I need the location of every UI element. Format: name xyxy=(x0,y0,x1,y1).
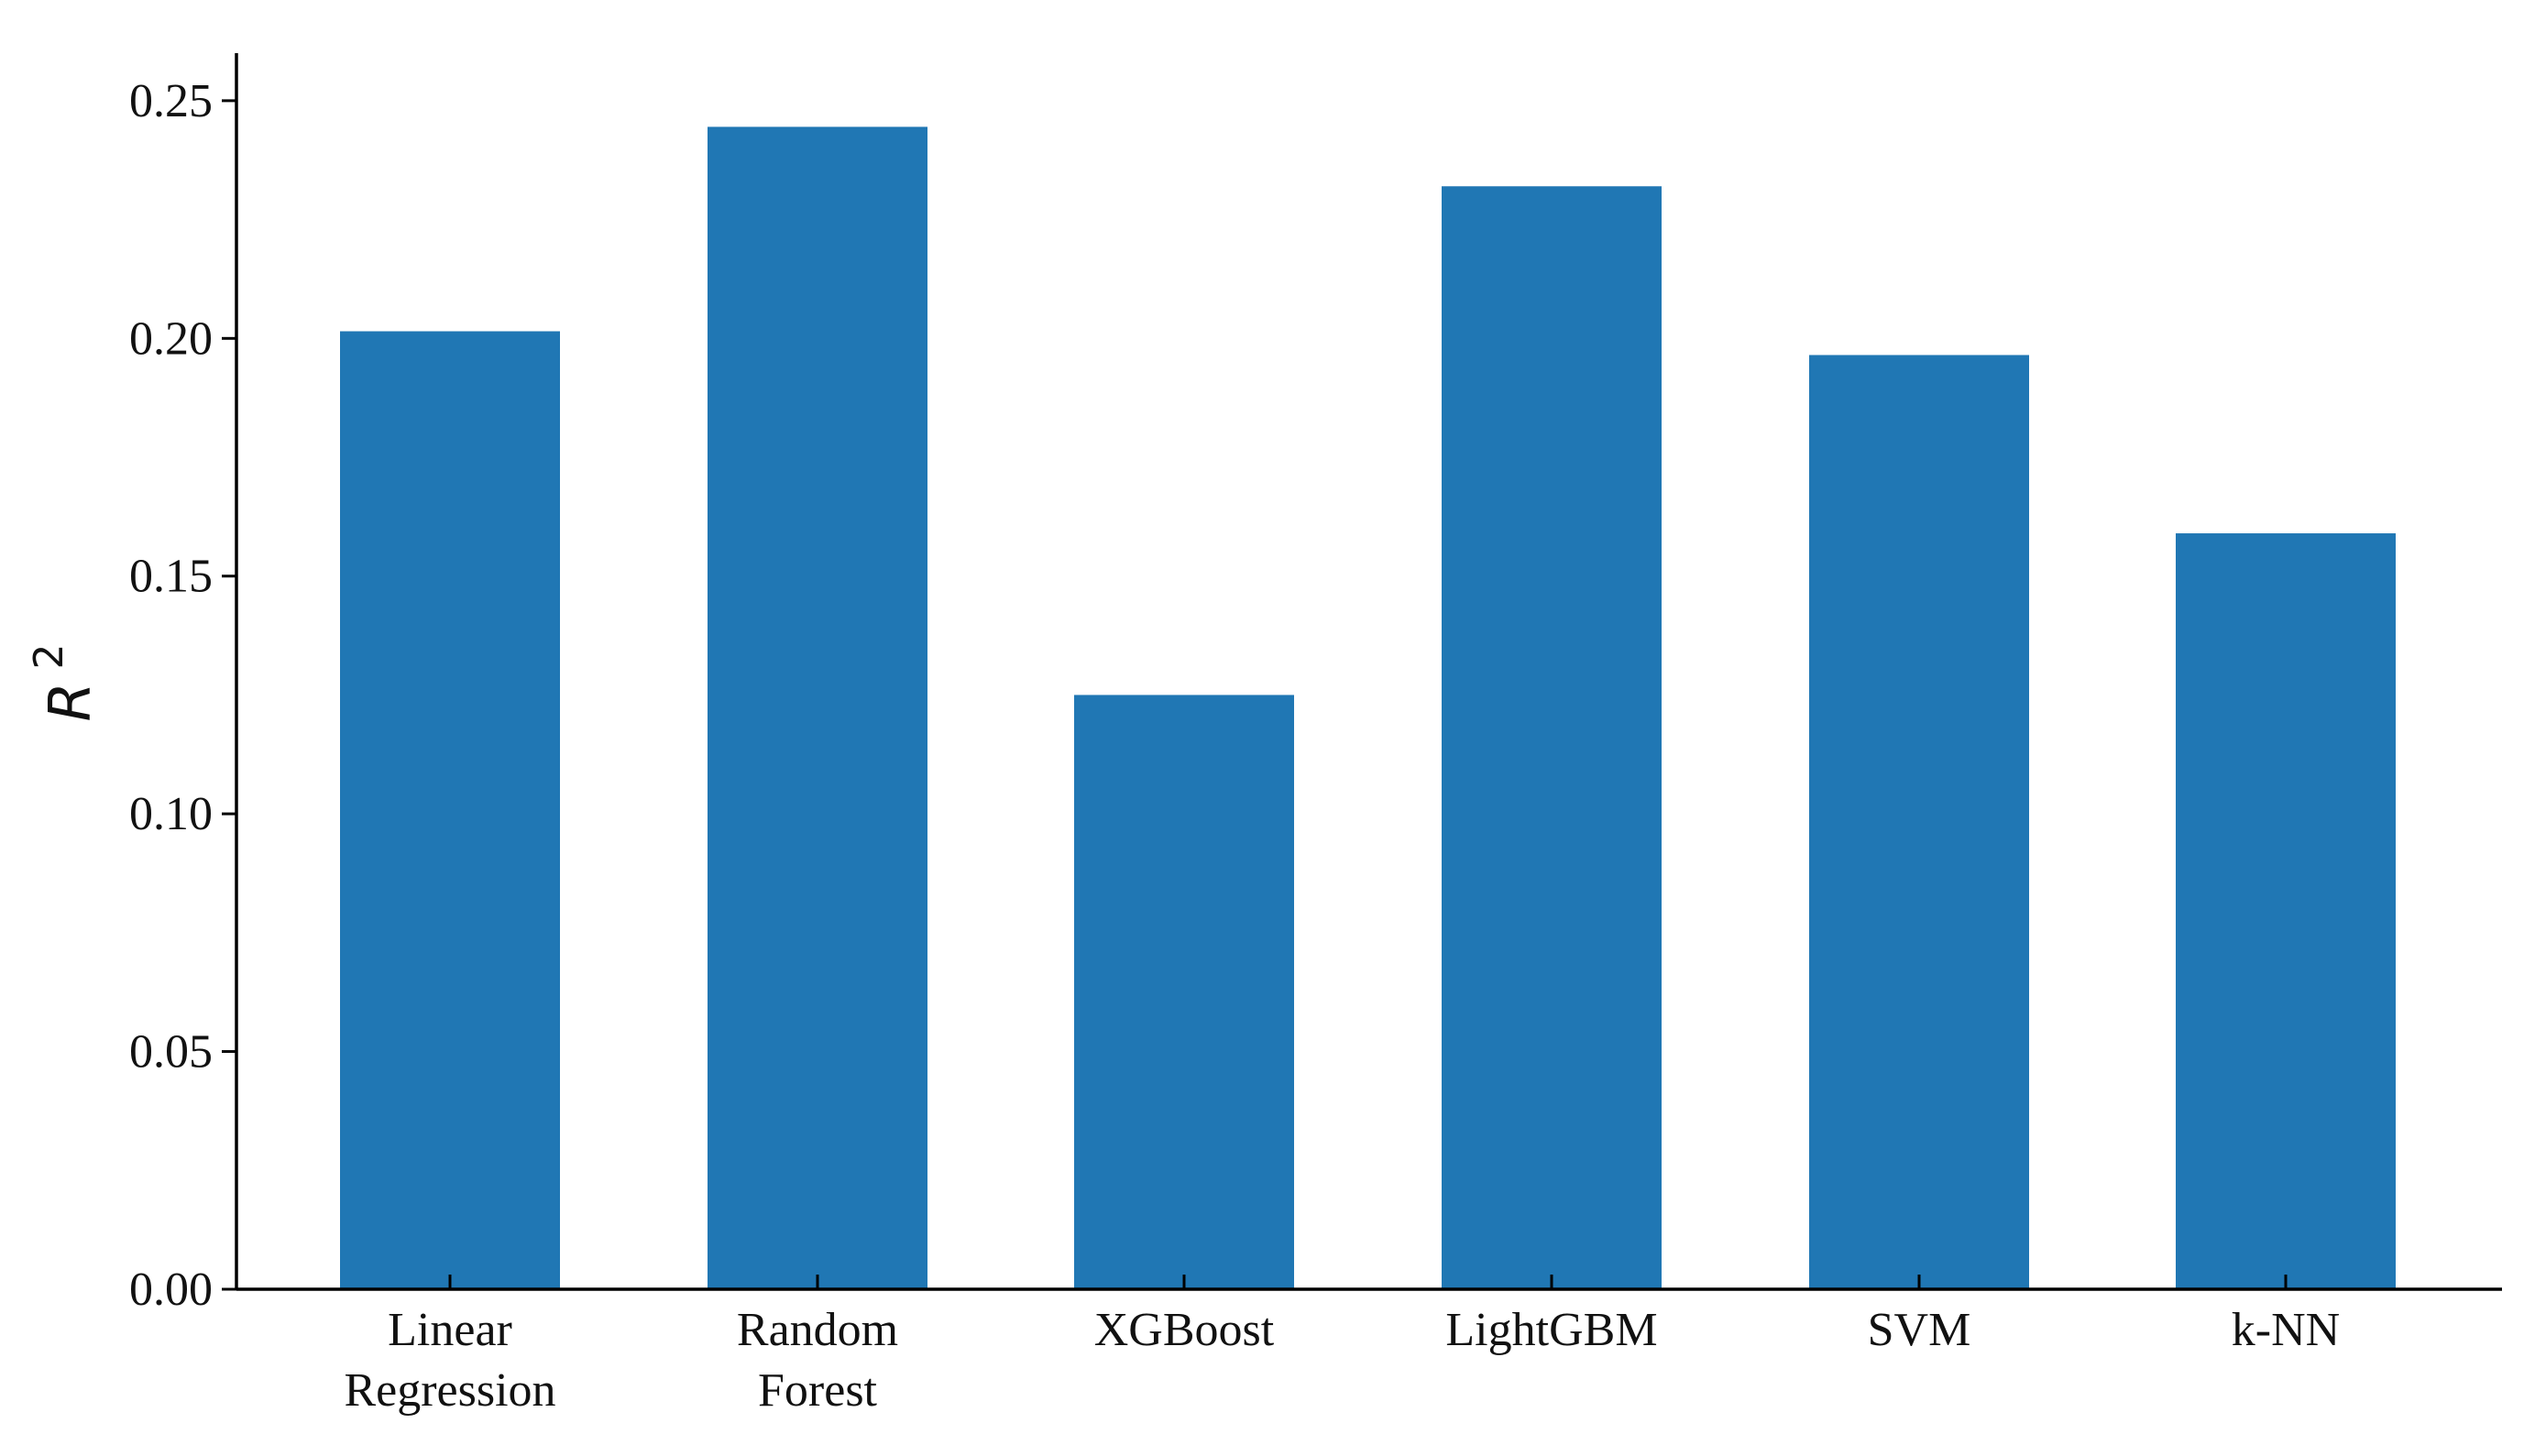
bar-lightgbm xyxy=(1442,186,1662,1290)
y-axis-label-text: R xyxy=(37,682,104,721)
y-tick-label: 0.25 xyxy=(129,75,213,127)
bar-svm xyxy=(1809,355,2029,1290)
x-tick-label-k-nn: k-NN xyxy=(2232,1304,2340,1356)
y-tick-label: 0.00 xyxy=(129,1264,213,1316)
y-tick-label: 0.10 xyxy=(129,788,213,840)
bars-group xyxy=(340,126,2396,1290)
y-tick-label: 0.15 xyxy=(129,551,213,603)
x-ticks-group: Linear Regression Random Forest XGBoost Light… xyxy=(344,1275,2340,1417)
y-tick-label: 0.20 xyxy=(129,312,213,365)
bar-linear-regression xyxy=(340,331,560,1289)
x-tick-label-lightgbm: LightGBM xyxy=(1445,1304,1657,1356)
x-tick-label-linear-regression: Linear Regression xyxy=(344,1304,555,1417)
y-axis-label-superscript: 2 xyxy=(26,643,72,669)
bar-k-nn xyxy=(2176,533,2396,1289)
x-tick-label-svm: SVM xyxy=(1868,1304,1971,1356)
x-tick-label-random-forest: Random Forest xyxy=(737,1304,898,1417)
y-tick-label: 0.05 xyxy=(129,1026,213,1078)
y-ticks-group: 0.00 0.05 0.10 0.15 0.20 0.25 xyxy=(129,75,236,1316)
x-tick-label-xgboost: XGBoost xyxy=(1094,1304,1275,1356)
y-axis-label: R2 xyxy=(26,643,104,721)
bar-xgboost xyxy=(1074,695,1294,1289)
bar-random-forest xyxy=(708,126,927,1290)
svg-text:R2: R2 xyxy=(26,643,104,721)
